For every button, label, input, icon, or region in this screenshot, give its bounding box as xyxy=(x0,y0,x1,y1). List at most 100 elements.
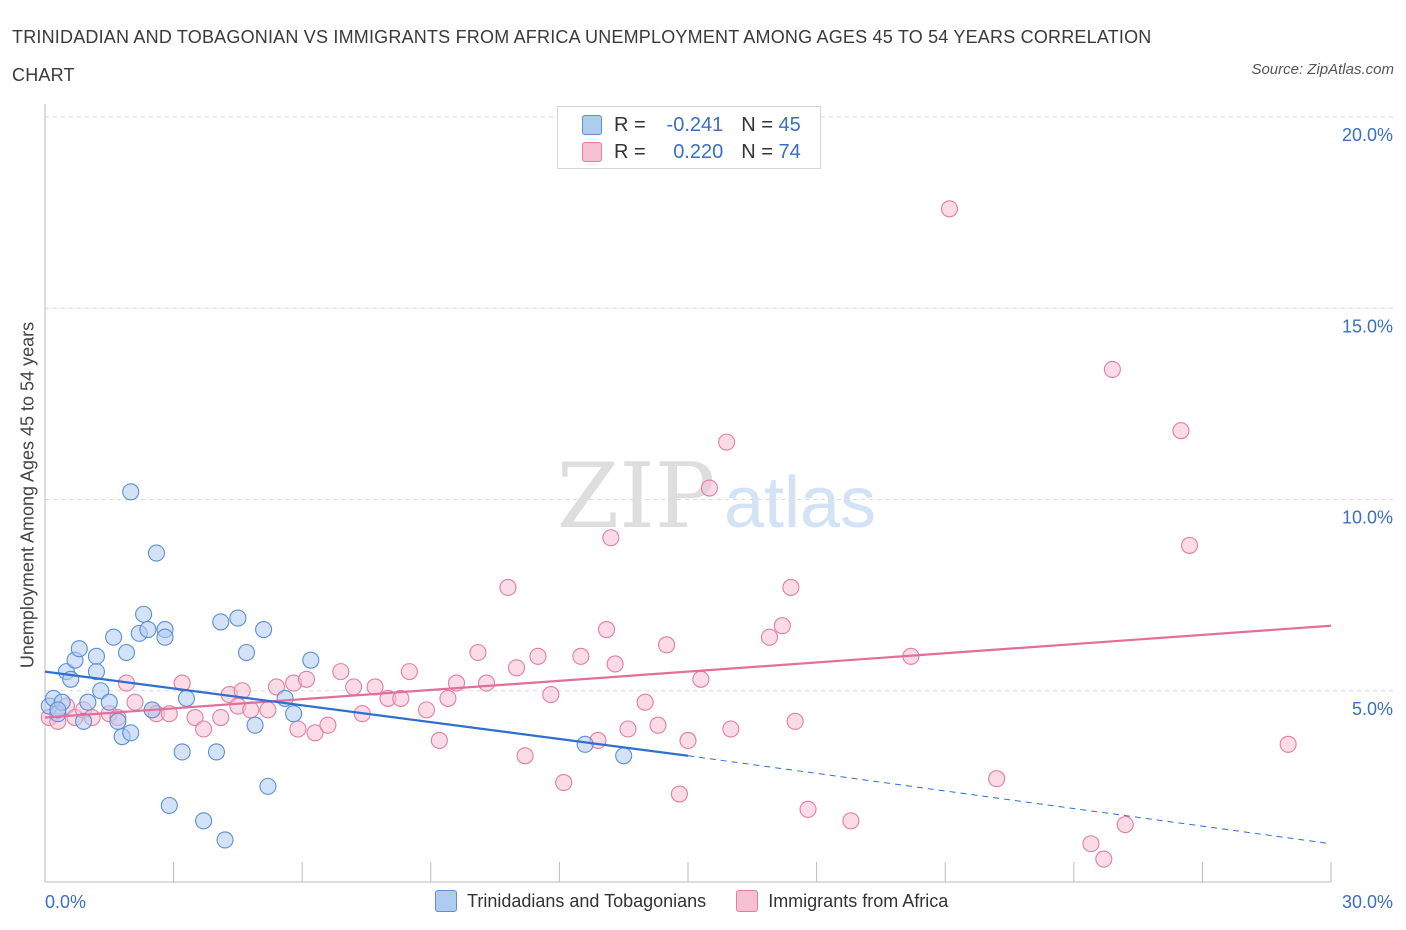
legend-swatch-pink xyxy=(582,142,602,162)
data-point xyxy=(229,609,247,627)
legend-label-africa: Immigrants from Africa xyxy=(768,890,949,911)
data-point xyxy=(679,731,697,750)
x-tick-label: 30.0% xyxy=(1342,892,1393,912)
legend-row-africa: R = 0.220 N = 74 xyxy=(582,139,801,165)
legend-r-value: 0.220 xyxy=(673,140,724,163)
data-point xyxy=(392,689,410,707)
data-point xyxy=(117,643,135,662)
data-point xyxy=(87,663,105,681)
legend-item-trinidadian: Trinidadians and Tobagonians xyxy=(435,890,706,912)
data-point xyxy=(212,708,230,727)
legend-swatch-blue xyxy=(435,890,457,912)
data-point xyxy=(195,720,213,738)
data-point xyxy=(430,731,448,750)
chart-title: TRINIDADIAN AND TOBAGONIAN VS IMMIGRANTS… xyxy=(12,27,1152,85)
trend-line-africa xyxy=(44,624,1332,719)
data-point xyxy=(799,800,817,818)
legend-row-trinidadian: R = -0.241 N = 45 xyxy=(582,112,801,138)
data-point xyxy=(302,651,320,669)
data-point xyxy=(122,483,140,501)
legend-label-trinidadian: Trinidadians and Tobagonians xyxy=(467,890,707,911)
correlation-legend: R = -0.241 N = 45 R = 0.220 N = 74 xyxy=(557,106,821,169)
data-point xyxy=(649,716,667,734)
data-point xyxy=(1172,422,1190,440)
data-point xyxy=(233,682,251,700)
data-point xyxy=(259,701,277,719)
data-point xyxy=(692,670,710,688)
legend-swatch-pink xyxy=(736,890,759,912)
data-point xyxy=(469,643,487,662)
data-point xyxy=(439,689,457,707)
data-point xyxy=(139,620,157,639)
data-point xyxy=(177,689,196,707)
data-point xyxy=(606,655,624,673)
data-point xyxy=(212,613,230,631)
data-point xyxy=(255,620,273,639)
data-point xyxy=(760,628,778,646)
data-point xyxy=(700,479,718,497)
data-point xyxy=(109,712,127,730)
data-point xyxy=(75,712,93,730)
data-point xyxy=(246,716,264,734)
data-point xyxy=(345,678,363,696)
data-point xyxy=(237,643,256,662)
source-label: Source: ZipAtlas.com xyxy=(1251,61,1394,78)
data-point xyxy=(718,433,736,451)
legend-r-label: R = xyxy=(614,113,646,136)
data-point xyxy=(615,747,633,765)
watermark-zip: ZIP xyxy=(557,444,716,549)
data-point xyxy=(773,617,791,635)
trend-line-trinidadian-extension xyxy=(687,755,1332,845)
data-point xyxy=(207,743,226,761)
data-point xyxy=(572,647,590,665)
data-point xyxy=(332,663,350,681)
data-point xyxy=(186,708,204,727)
x-tick-label: 0.0% xyxy=(45,892,86,912)
data-point xyxy=(70,640,88,658)
data-point xyxy=(1180,536,1199,554)
data-point xyxy=(507,659,526,677)
data-point xyxy=(216,831,234,849)
data-point xyxy=(1082,835,1100,853)
data-point xyxy=(1095,850,1113,868)
legend-n-label: N = xyxy=(741,140,773,163)
data-point xyxy=(529,647,547,665)
data-point xyxy=(49,701,67,719)
data-point xyxy=(160,796,178,815)
data-point xyxy=(940,200,959,218)
data-point xyxy=(842,812,860,830)
data-point xyxy=(400,663,418,681)
data-point xyxy=(417,701,436,719)
data-point xyxy=(306,724,324,742)
data-point xyxy=(988,770,1006,788)
data-point xyxy=(156,628,174,646)
data-point xyxy=(670,785,688,803)
legend-n-value: 74 xyxy=(778,140,801,163)
data-point xyxy=(126,693,144,711)
data-point xyxy=(92,682,110,700)
data-point xyxy=(267,678,286,696)
data-point xyxy=(100,693,118,711)
legend-r-label: R = xyxy=(614,140,646,163)
data-point xyxy=(576,735,594,753)
legend-r-value: -0.241 xyxy=(666,113,724,136)
data-point xyxy=(147,544,166,562)
data-point xyxy=(555,773,573,792)
y-tick-label: 20.0% xyxy=(1342,125,1393,145)
data-point xyxy=(259,777,277,795)
data-point xyxy=(722,720,740,738)
data-point xyxy=(285,705,303,723)
data-point xyxy=(619,720,637,738)
y-tick-label: 15.0% xyxy=(1342,316,1393,336)
data-point xyxy=(319,716,337,734)
data-point xyxy=(477,674,496,692)
data-point xyxy=(289,720,307,738)
data-point xyxy=(297,670,316,688)
data-point xyxy=(658,636,676,654)
data-point xyxy=(1103,360,1121,379)
y-tick-label: 5.0% xyxy=(1352,699,1393,719)
legend-swatch-blue xyxy=(582,115,602,135)
watermark-atlas: atlas xyxy=(724,463,876,543)
data-point xyxy=(135,605,153,623)
series-legend: Trinidadians and Tobagonians Immigrants … xyxy=(435,890,978,912)
